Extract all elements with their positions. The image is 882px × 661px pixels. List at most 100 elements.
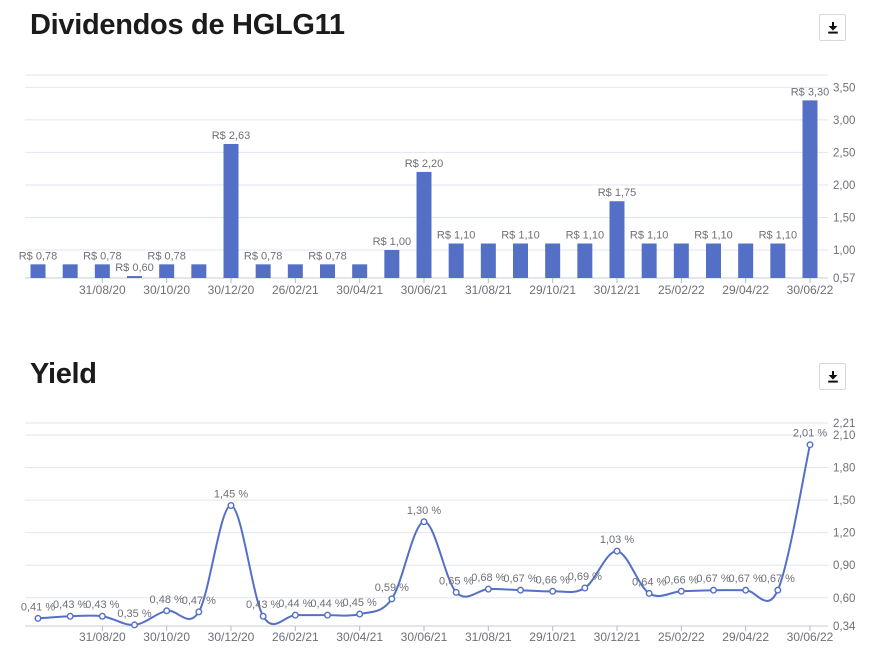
x-axis-label: 26/02/21 <box>272 630 319 644</box>
y-axis-label: 3,50 <box>833 82 855 94</box>
data-point-marker <box>163 607 171 615</box>
y-axis-label: 0,60 <box>833 593 855 605</box>
point-value-label: 0,66 % <box>664 574 698 586</box>
point-value-label: 0,64 % <box>632 576 666 588</box>
point-value-label: 0,43 % <box>53 599 87 611</box>
bar <box>738 243 754 278</box>
download-icon <box>827 21 838 34</box>
point-value-label: 0,44 % <box>310 598 344 610</box>
point-value-label: 1,45 % <box>214 489 248 501</box>
point-value-label: 0,68 % <box>471 572 505 584</box>
y-axis-label: 3,00 <box>833 115 855 127</box>
data-point-marker <box>420 518 428 526</box>
bar <box>62 264 78 278</box>
x-axis-label: 25/02/22 <box>658 630 705 644</box>
bar <box>30 264 46 278</box>
x-axis-label: 30/12/21 <box>594 630 641 644</box>
point-value-label: 1,03 % <box>600 534 634 546</box>
point-value-label: 0,45 % <box>343 597 377 609</box>
bar-value-label: R$ 1,10 <box>566 230 605 242</box>
x-axis-label: 29/04/22 <box>722 630 769 644</box>
data-point-marker <box>581 584 589 592</box>
download-yield-chart-button[interactable] <box>819 363 846 390</box>
bar <box>94 264 110 278</box>
bar <box>706 243 721 278</box>
bar-value-label: R$ 0,78 <box>147 250 186 262</box>
point-value-label: 0,35 % <box>117 608 151 620</box>
data-point-marker <box>677 587 685 595</box>
bar <box>480 243 496 278</box>
bar-value-label: R$ 1,10 <box>694 230 733 242</box>
data-point-marker <box>98 612 106 620</box>
bar <box>673 243 689 278</box>
bar-value-label: R$ 0,78 <box>244 250 283 262</box>
point-value-label: 0,65 % <box>439 575 473 587</box>
data-point-marker <box>324 611 332 619</box>
bar-value-label: R$ 0,78 <box>19 250 58 262</box>
bar <box>287 264 303 278</box>
y-axis-label: 0,34 <box>833 621 856 633</box>
x-axis-label: 31/08/20 <box>79 630 126 644</box>
data-point-marker <box>452 588 460 596</box>
bar-value-label: R$ 0,78 <box>83 250 122 262</box>
yield-chart-title: Yield <box>30 358 97 390</box>
bar <box>191 264 207 278</box>
x-axis-label: 29/10/21 <box>529 630 576 644</box>
bar-value-label: R$ 2,63 <box>212 130 251 142</box>
data-point-marker <box>613 547 621 555</box>
data-point-marker <box>291 611 299 619</box>
bar-value-label: R$ 2,20 <box>405 158 444 170</box>
data-point-marker <box>195 608 203 616</box>
data-point-marker <box>388 595 396 603</box>
x-axis-label: 30/04/21 <box>336 283 383 297</box>
bar <box>641 243 657 278</box>
data-point-marker <box>517 586 525 594</box>
x-axis-label: 30/10/20 <box>143 283 190 297</box>
data-point-marker <box>356 610 364 618</box>
bar <box>320 264 335 278</box>
data-point-marker <box>130 621 138 629</box>
y-axis-label: 1,20 <box>833 528 855 540</box>
data-point-marker <box>645 589 653 597</box>
point-value-label: 1,30 % <box>407 505 441 517</box>
point-value-label: 0,67 % <box>729 573 763 585</box>
bar <box>609 201 625 278</box>
point-value-label: 0,48 % <box>150 594 184 606</box>
x-axis-label: 30/06/22 <box>787 630 834 644</box>
x-axis-label: 30/06/21 <box>401 283 448 297</box>
y-axis-label: 2,10 <box>833 430 855 442</box>
bar <box>513 243 528 278</box>
bar <box>545 243 561 278</box>
dividends-chart-title: Dividendos de HGLG11 <box>30 9 345 41</box>
bar-value-label: R$ 1,10 <box>759 230 798 242</box>
bar <box>577 243 593 278</box>
x-axis-label: 30/10/20 <box>143 630 190 644</box>
y-axis-label: 2,21 <box>833 418 855 430</box>
y-axis-label: 0,57 <box>833 273 855 285</box>
x-axis-label: 30/06/21 <box>401 630 448 644</box>
y-axis-label: 2,00 <box>833 180 855 192</box>
bar-value-label: R$ 1,10 <box>630 230 669 242</box>
point-value-label: 0,66 % <box>536 574 570 586</box>
point-value-label: 0,67 % <box>503 573 537 585</box>
y-axis-label: 0,90 <box>833 560 855 572</box>
bar <box>223 143 239 278</box>
data-point-marker <box>66 612 74 620</box>
y-axis-label: 2,50 <box>833 147 855 159</box>
x-axis-label: 31/08/21 <box>465 283 512 297</box>
x-axis-label: 29/10/21 <box>529 283 576 297</box>
bar-value-label: R$ 1,10 <box>437 230 476 242</box>
yield-line-chart: 31/08/20 30/10/20 30/12/20 26/02/21 30/04/21… <box>21 418 856 644</box>
data-point-marker <box>549 587 557 595</box>
download-dividends-chart-button[interactable] <box>819 14 846 41</box>
data-point-marker <box>710 586 718 594</box>
bar <box>448 243 464 278</box>
bar <box>352 264 368 278</box>
point-value-label: 0,59 % <box>375 582 409 594</box>
bar <box>770 243 786 278</box>
bar-value-label: R$ 1,10 <box>501 230 540 242</box>
y-axis-label: 1,00 <box>833 245 855 257</box>
download-icon <box>827 370 838 383</box>
bar-value-label: R$ 0,78 <box>308 250 347 262</box>
